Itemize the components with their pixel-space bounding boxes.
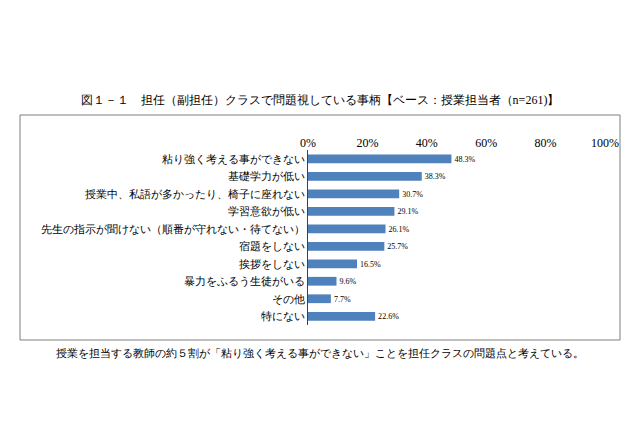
svg-text:100%: 100% [591, 136, 619, 150]
svg-text:挨拶をしない: 挨拶をしない [239, 258, 305, 270]
svg-text:40%: 40% [416, 136, 438, 150]
svg-text:30.7%: 30.7% [402, 190, 423, 199]
svg-text:29.1%: 29.1% [397, 207, 418, 216]
svg-text:80%: 80% [535, 136, 557, 150]
svg-text:その他: その他 [272, 293, 305, 305]
svg-text:学習意欲が低い: 学習意欲が低い [228, 205, 305, 217]
svg-text:先生の指示が聞けない（順番が守れない・待てない）: 先生の指示が聞けない（順番が守れない・待てない） [41, 223, 305, 236]
svg-text:図１－１ 担任（副担任）クラスで問題視している事柄【ベース：: 図１－１ 担任（副担任）クラスで問題視している事柄【ベース：授業担当者（n=26… [81, 93, 560, 107]
svg-text:授業を担当する教師の約５割が「粘り強く考える事ができない」こ: 授業を担当する教師の約５割が「粘り強く考える事ができない」ことを担任クラスの問題… [56, 347, 584, 360]
svg-text:7.7%: 7.7% [334, 295, 351, 304]
svg-text:60%: 60% [475, 136, 497, 150]
svg-text:授業中、私語が多かったり、椅子に座れない: 授業中、私語が多かったり、椅子に座れない [85, 188, 305, 200]
svg-text:20%: 20% [356, 136, 378, 150]
svg-text:16.5%: 16.5% [360, 260, 381, 269]
svg-text:基礎学力が低い: 基礎学力が低い [228, 170, 305, 182]
svg-text:9.6%: 9.6% [340, 277, 357, 286]
svg-text:特にない: 特にない [261, 310, 305, 322]
svg-text:0%: 0% [300, 136, 316, 150]
svg-text:宿題をしない: 宿題をしない [239, 240, 305, 252]
svg-text:38.3%: 38.3% [425, 172, 446, 181]
svg-text:暴力をふるう生徒がいる: 暴力をふるう生徒がいる [184, 275, 305, 288]
svg-text:25.7%: 25.7% [387, 242, 408, 251]
svg-text:26.1%: 26.1% [389, 225, 410, 234]
svg-text:22.6%: 22.6% [378, 312, 399, 321]
svg-text:粘り強く考える事ができない: 粘り強く考える事ができない [162, 153, 305, 165]
svg-text:48.3%: 48.3% [454, 155, 475, 164]
